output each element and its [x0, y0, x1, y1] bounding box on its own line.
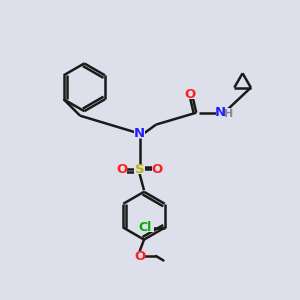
Bar [185, 90, 196, 99]
Text: S: S [135, 163, 144, 176]
Bar [134, 251, 145, 260]
Bar [152, 165, 163, 174]
Text: O: O [185, 88, 196, 101]
Bar [134, 129, 145, 138]
Text: O: O [134, 250, 145, 262]
Text: Cl: Cl [139, 221, 152, 234]
Text: O: O [116, 163, 127, 176]
Bar [134, 165, 145, 174]
Text: H: H [224, 109, 233, 119]
Bar [136, 223, 154, 232]
Bar [216, 108, 230, 117]
Text: O: O [152, 163, 163, 176]
Text: N: N [134, 127, 145, 140]
Bar [116, 165, 127, 174]
Text: N: N [215, 106, 226, 119]
